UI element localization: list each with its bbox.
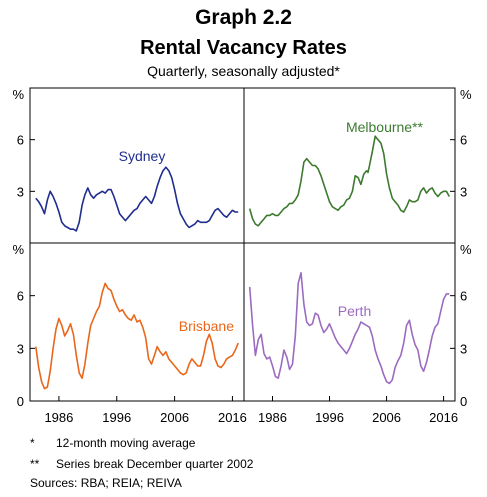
y-tick-label-right: 6 <box>460 289 467 304</box>
chart-subtitle: Quarterly, seasonally adjusted* <box>147 63 340 79</box>
x-tick-label: 2006 <box>372 410 401 425</box>
series-line-sydney <box>35 166 239 232</box>
x-tick-label: 2016 <box>218 410 247 425</box>
y-unit-label-left: % <box>12 242 24 257</box>
series-line-melbourne <box>248 135 450 227</box>
y-unit-label-right: % <box>460 242 472 257</box>
footnote-2: ** Series break December quarter 2002 <box>30 457 253 471</box>
series-label: Perth <box>338 303 371 319</box>
series-line-brisbane <box>35 282 239 390</box>
footnote-mark: * <box>30 436 35 450</box>
series-label: Sydney <box>119 148 166 164</box>
y-tick-label-right: 6 <box>460 133 467 148</box>
x-tick-label: 1996 <box>102 410 131 425</box>
y-tick-label-left: 3 <box>17 184 24 199</box>
sources-note: Sources: RBA; REIA; REIVA <box>30 476 182 490</box>
series-label: Brisbane <box>179 318 234 334</box>
x-tick-label: 2006 <box>160 410 189 425</box>
footnote-1: * 12-month moving average <box>30 436 195 450</box>
series-label: Melbourne** <box>346 119 424 135</box>
x-tick-label: 1986 <box>44 410 73 425</box>
plot-frame <box>29 87 456 402</box>
series-line-perth <box>248 272 450 385</box>
y-tick-label-left: 3 <box>17 341 24 356</box>
y-tick-label-left: 0 <box>17 394 24 409</box>
y-unit-label-left: % <box>12 87 24 102</box>
x-tick-label: 1996 <box>315 410 344 425</box>
x-tick-label: 2016 <box>429 410 458 425</box>
x-tick-label: 1986 <box>258 410 287 425</box>
y-tick-label-left: 6 <box>17 133 24 148</box>
y-tick-label-left: 6 <box>17 289 24 304</box>
footnote-text: 12-month moving average <box>56 436 196 450</box>
y-unit-label-right: % <box>460 87 472 102</box>
y-tick-label-right: 0 <box>460 394 467 409</box>
y-tick-label-right: 3 <box>460 341 467 356</box>
footnote-mark: ** <box>30 457 40 471</box>
graph-number: Graph 2.2 <box>195 6 292 29</box>
chart-title: Rental Vacancy Rates <box>140 37 347 59</box>
footnote-text: Series break December quarter 2002 <box>56 457 254 471</box>
y-tick-label-right: 3 <box>460 184 467 199</box>
